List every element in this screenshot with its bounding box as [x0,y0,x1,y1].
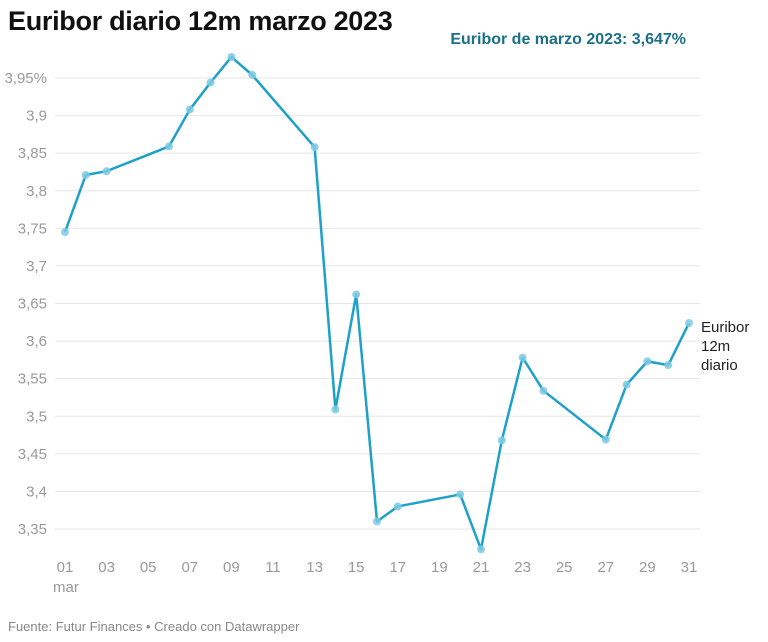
data-point [310,143,319,152]
data-point [601,435,610,444]
x-tick-label: 29 [639,559,656,576]
x-tick-label: 07 [181,559,198,576]
data-point [248,70,257,79]
x-tick-label: 17 [389,559,406,576]
y-tick-label: 3,6 [26,333,47,350]
monthly-average-note: Euribor de marzo 2023: 3,647% [450,31,686,48]
data-point [352,290,361,299]
data-point [643,357,652,366]
series-label: 12m [701,338,730,355]
y-tick-label: 3,95% [4,70,47,87]
data-point [539,386,548,395]
chart-title: Euribor diario 12m marzo 2023 [8,6,393,36]
x-tick-label: 15 [348,559,365,576]
y-tick-label: 3,9 [26,108,47,125]
data-point [477,545,485,554]
x-tick-label: 21 [473,559,490,576]
y-tick-label: 3,5 [26,408,47,425]
x-tick-label: 03 [98,559,115,576]
source-footer: Fuente: Futur Finances • Creado con Data… [8,619,300,634]
data-point [518,353,527,362]
x-tick-label: 01 [57,559,74,576]
data-point [61,228,69,237]
x-tick-label: 31 [681,559,698,576]
x-tick-label: 27 [597,559,614,576]
y-tick-label: 3,55 [18,371,47,388]
data-point [373,517,381,526]
y-tick-label: 3,4 [26,483,47,500]
data-point [497,436,506,445]
x-tick-label: 09 [223,559,240,576]
data-point [185,105,194,114]
x-tick-label: 19 [431,559,448,576]
data-point [227,52,236,61]
y-tick-label: 3,45 [18,446,47,463]
x-tick-label: 23 [514,559,531,576]
y-tick-label: 3,8 [26,183,47,200]
x-tick-label: 05 [140,559,157,576]
data-point [165,142,173,151]
data-point [81,170,90,179]
data-point [102,167,111,176]
data-point [331,405,340,414]
series-label: Euribor [701,319,749,336]
data-point [685,319,693,328]
data-point [456,490,465,499]
y-tick-label: 3,85 [18,145,47,162]
x-tick-sublabel: mar [53,579,79,596]
y-tick-label: 3,7 [26,258,47,275]
data-point [622,380,631,389]
data-point [664,361,673,370]
x-tick-label: 13 [306,559,323,576]
x-tick-label: 25 [556,559,573,576]
data-point [393,502,402,511]
y-tick-label: 3,75 [18,220,47,237]
line-chart: 3,95% 3,9 3,85 3,8 3,75 3,7 3,65 3,6 3,55 3,5 3,45… [4,52,749,596]
y-tick-label: 3,35 [18,521,47,538]
series-label: diario [701,357,738,374]
data-point [206,78,215,87]
y-tick-label: 3,65 [18,296,47,313]
x-tick-label: 11 [265,559,281,576]
